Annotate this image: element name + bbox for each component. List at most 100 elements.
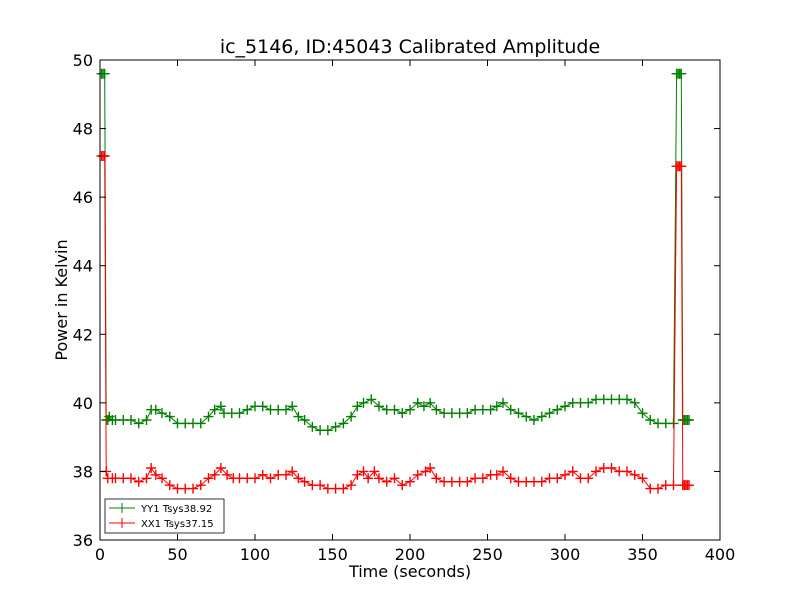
chart-title: ic_5146, ID:45043 Calibrated Amplitude: [220, 36, 600, 58]
data-point-xx1: [203, 473, 214, 484]
data-point-xx1: [338, 483, 349, 494]
x-tick-label: 100: [240, 545, 271, 564]
y-tick-label: 36: [73, 531, 93, 550]
y-tick-label: 42: [73, 325, 93, 344]
data-point-yy1: [338, 418, 349, 429]
x-tick-label: 200: [395, 545, 426, 564]
data-point-xx1: [215, 463, 226, 473]
data-point-xx1: [684, 480, 694, 491]
x-tick-label: 350: [627, 545, 658, 564]
y-tick-label: 50: [73, 51, 93, 70]
data-point-xx1: [209, 469, 220, 480]
data-point-xx1: [195, 480, 206, 491]
data-point-xx1: [389, 473, 400, 484]
data-point-yy1: [637, 408, 648, 419]
data-point-yy1: [536, 411, 547, 422]
data-point-yy1: [126, 415, 136, 425]
plot-area: [96, 59, 721, 541]
data-point-yy1: [293, 411, 304, 422]
series-layer: [96, 68, 694, 494]
data-point-yy1: [668, 418, 679, 429]
data-point-yy1: [242, 404, 253, 415]
x-tick-label: 400: [705, 545, 736, 564]
data-point-xx1: [552, 473, 563, 484]
data-point-yy1: [133, 418, 144, 429]
legend-label-xx1: XX1 Tsys37.15: [141, 519, 214, 530]
data-point-xx1: [477, 473, 488, 484]
data-point-xx1: [676, 161, 687, 172]
data-point-yy1: [287, 401, 298, 412]
data-point-yy1: [431, 404, 442, 415]
x-tick-label: 0: [95, 545, 105, 564]
data-point-yy1: [157, 408, 167, 419]
data-point-xx1: [265, 473, 276, 484]
data-point-yy1: [257, 401, 268, 412]
y-tick-label: 44: [73, 257, 93, 276]
data-point-yy1: [405, 404, 415, 415]
data-point-xx1: [150, 469, 161, 480]
data-point-xx1: [146, 463, 157, 473]
data-point-xx1: [462, 476, 473, 487]
data-point-yy1: [684, 415, 694, 425]
data-point-xx1: [505, 473, 516, 484]
data-point-yy1: [141, 415, 152, 425]
data-point-xx1: [637, 473, 648, 484]
data-point-yy1: [491, 401, 502, 412]
legend: YY1 Tsys38.92 XX1 Tsys37.15: [104, 498, 225, 534]
x-axis-label: Time (seconds): [348, 562, 471, 581]
data-point-xx1: [346, 480, 357, 491]
data-point-yy1: [366, 394, 377, 405]
data-point-xx1: [583, 473, 594, 484]
data-point-yy1: [544, 408, 555, 419]
data-point-xx1: [374, 473, 384, 484]
data-point-yy1: [498, 397, 508, 408]
data-point-yy1: [583, 397, 594, 408]
data-point-yy1: [322, 425, 333, 436]
data-point-xx1: [560, 469, 570, 480]
data-point-xx1: [369, 466, 380, 477]
data-point-xx1: [99, 151, 110, 161]
data-point-xx1: [498, 466, 508, 477]
data-point-xx1: [293, 473, 304, 484]
data-point-xx1: [425, 463, 436, 473]
data-point-xx1: [358, 466, 369, 477]
y-axis-label: Power in Kelvin: [52, 239, 71, 360]
data-point-xx1: [250, 473, 260, 484]
data-point-xx1: [668, 480, 679, 491]
data-point-yy1: [412, 397, 423, 408]
data-point-yy1: [150, 404, 161, 415]
data-point-xx1: [287, 466, 298, 477]
data-point-yy1: [299, 415, 310, 425]
y-tick-label: 40: [73, 394, 93, 413]
data-point-yy1: [425, 397, 436, 408]
data-point-yy1: [389, 404, 400, 415]
data-point-xx1: [567, 466, 578, 477]
data-point-yy1: [330, 421, 341, 432]
data-point-xx1: [397, 480, 408, 491]
legend-label-yy1: YY1 Tsys38.92: [140, 504, 212, 515]
data-point-yy1: [346, 411, 357, 422]
data-point-yy1: [358, 397, 369, 408]
data-point-xx1: [257, 469, 268, 480]
data-point-xx1: [405, 476, 415, 487]
data-point-xx1: [164, 480, 175, 491]
data-point-yy1: [560, 401, 570, 412]
plot-background: [100, 60, 720, 540]
data-point-yy1: [281, 404, 291, 415]
data-point-xx1: [133, 476, 144, 487]
data-point-xx1: [126, 473, 136, 484]
data-point-yy1: [352, 401, 363, 412]
data-point-yy1: [513, 408, 524, 419]
data-point-yy1: [234, 408, 245, 419]
y-tick-label: 48: [73, 120, 93, 139]
data-point-xx1: [352, 469, 363, 480]
data-point-xx1: [412, 469, 423, 480]
data-point-xx1: [222, 469, 233, 480]
data-point-yy1: [552, 404, 563, 415]
x-tick-label: 300: [550, 545, 581, 564]
data-point-yy1: [307, 421, 318, 432]
data-point-yy1: [521, 411, 532, 422]
data-point-yy1: [374, 401, 384, 412]
series-xx1: [96, 151, 694, 494]
